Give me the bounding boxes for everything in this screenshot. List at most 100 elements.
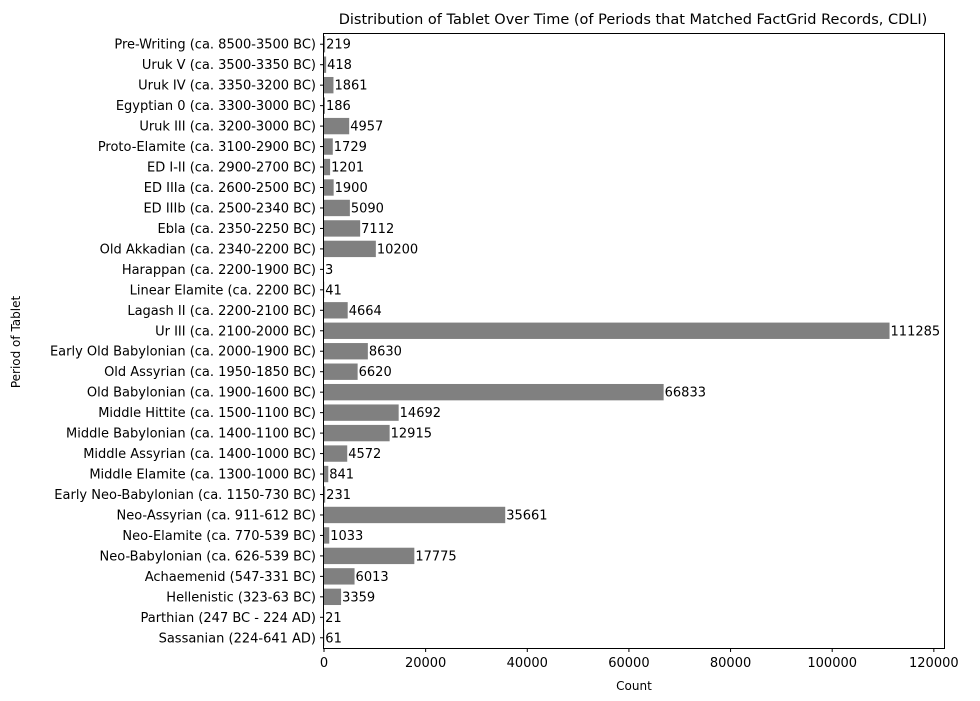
x-tick-label: 80000 [710,656,751,671]
y-tick-label: Pre-Writing (ca. 8500-3500 BC) [114,38,316,53]
bar [324,404,399,421]
y-tick-label: Ebla (ca. 2350-2250 BC) [158,222,316,237]
bar [324,220,361,237]
bar-value-label: 1033 [330,529,363,544]
x-tick-label: 0 [320,656,328,671]
bar [324,506,506,524]
bar-value-label: 61 [325,631,342,646]
bar-value-label: 8630 [369,345,402,360]
bar-value-label: 5090 [351,201,384,216]
bar-value-label: 1729 [334,140,367,155]
y-tick-label: Achaemenid (547-331 BC) [145,570,316,585]
y-tick-label: ED IIIb (ca. 2500-2340 BC) [143,201,316,216]
y-tick-label: Uruk IV (ca. 3350-3200 BC) [138,79,316,94]
bar-value-label: 219 [326,38,351,53]
bar [324,322,890,339]
y-axis: Pre-Writing (ca. 8500-3500 BC) Uruk V (ca… [50,38,324,646]
bar-value-label: 841 [329,468,354,483]
y-tick-label: Middle Elamite (ca. 1300-1000 BC) [89,468,316,483]
bar [324,36,326,53]
y-tick-label: Early Old Babylonian (ca. 2000-1900 BC) [50,345,316,360]
bar [324,117,350,135]
y-tick-label: Linear Elamite (ca. 2200 BC) [130,283,316,298]
bar [324,76,334,94]
x-tick-label: 20000 [405,656,446,671]
y-tick-label: Neo-Babylonian (ca. 626-539 BC) [100,549,316,564]
bar-value-label: 111285 [891,324,941,339]
y-axis-label: Period of Tablet [9,296,23,389]
bar [324,424,390,442]
y-tick-label: Old Akkadian (ca. 2340-2200 BC) [100,242,316,257]
y-tick-label: Sassanian (224-641 AD) [159,631,316,646]
bar-group [324,36,890,646]
bar [324,343,368,360]
bar [324,158,331,176]
bar-value-label: 66833 [665,386,706,401]
bar [324,465,329,483]
bar-value-label: 3 [325,263,333,278]
bar [324,445,348,462]
bar [324,56,327,73]
y-tick-label: Parthian (247 BC - 224 AD) [140,611,316,626]
bar-value-label: 4957 [350,120,383,135]
bar [324,302,348,319]
bar-value-label: 4572 [348,447,381,462]
bar [324,97,325,114]
y-tick-label: Neo-Elamite (ca. 770-539 BC) [122,529,316,544]
x-tick-label: 40000 [507,656,548,671]
bar-value-label: 6620 [359,365,392,380]
bar [324,199,350,217]
y-tick-label: ED I-II (ca. 2900-2700 BC) [147,161,316,176]
value-label-group: 219 418 1861 186 4957 1729 1201 1900 5090 7112 102… [325,38,940,647]
bar-value-label: 12915 [391,427,432,442]
x-axis-label: Count [616,679,652,693]
bar [324,383,664,401]
bar-value-label: 6013 [356,570,389,585]
bar-value-label: 3359 [342,590,375,605]
chart-title: Distribution of Tablet Over Time (of Per… [339,12,928,28]
bar-value-label: 17775 [415,549,456,564]
bar-value-label: 4664 [349,304,382,319]
bar-value-label: 21 [325,611,342,626]
bar-value-label: 186 [326,99,351,114]
bar-value-label: 10200 [377,242,418,257]
bar [324,486,326,503]
y-tick-label: Early Neo-Babylonian (ca. 1150-730 BC) [54,488,316,503]
y-tick-label: Hellenistic (323-63 BC) [166,590,316,605]
y-tick-label: Middle Babylonian (ca. 1400-1100 BC) [66,427,316,442]
y-tick-label: Old Assyrian (ca. 1950-1850 BC) [104,365,316,380]
x-tick-label: 120000 [909,656,959,671]
y-tick-label: Ur III (ca. 2100-2000 BC) [155,324,316,339]
bar [324,568,355,585]
y-tick-label: Middle Assyrian (ca. 1400-1000 BC) [83,447,316,462]
y-tick-label: Lagash II (ca. 2200-2100 BC) [127,304,316,319]
y-tick-label: ED IIIa (ca. 2600-2500 BC) [144,181,316,196]
bar-value-label: 1861 [334,79,367,94]
x-axis: 0 20000 40000 60000 80000 100000 120000 [320,648,959,671]
bar [324,527,330,544]
bar [324,138,333,155]
y-tick-label: Proto-Elamite (ca. 3100-2900 BC) [98,140,316,155]
bar-value-label: 1201 [331,161,364,176]
bar-value-label: 418 [327,58,352,73]
y-tick-label: Harappan (ca. 2200-1900 BC) [122,263,316,278]
y-tick-label: Egyptian 0 (ca. 3300-3000 BC) [116,99,316,114]
bar-value-label: 41 [325,283,342,298]
bar [324,588,342,606]
bar-value-label: 1900 [335,181,368,196]
y-tick-label: Uruk III (ca. 3200-3000 BC) [139,120,316,135]
x-tick-label: 60000 [608,656,649,671]
bar-value-label: 35661 [506,508,547,523]
y-tick-label: Uruk V (ca. 3500-3350 BC) [142,58,316,73]
bar-value-label: 231 [326,488,351,503]
bar [324,240,376,258]
y-tick-label: Middle Hittite (ca. 1500-1100 BC) [98,406,316,421]
bar-value-label: 14692 [400,406,441,421]
y-tick-label: Old Babylonian (ca. 1900-1600 BC) [87,386,316,401]
bar [324,179,334,196]
bar [324,363,358,380]
x-tick-label: 100000 [807,656,857,671]
bar [324,547,415,565]
plot-frame [323,33,945,649]
